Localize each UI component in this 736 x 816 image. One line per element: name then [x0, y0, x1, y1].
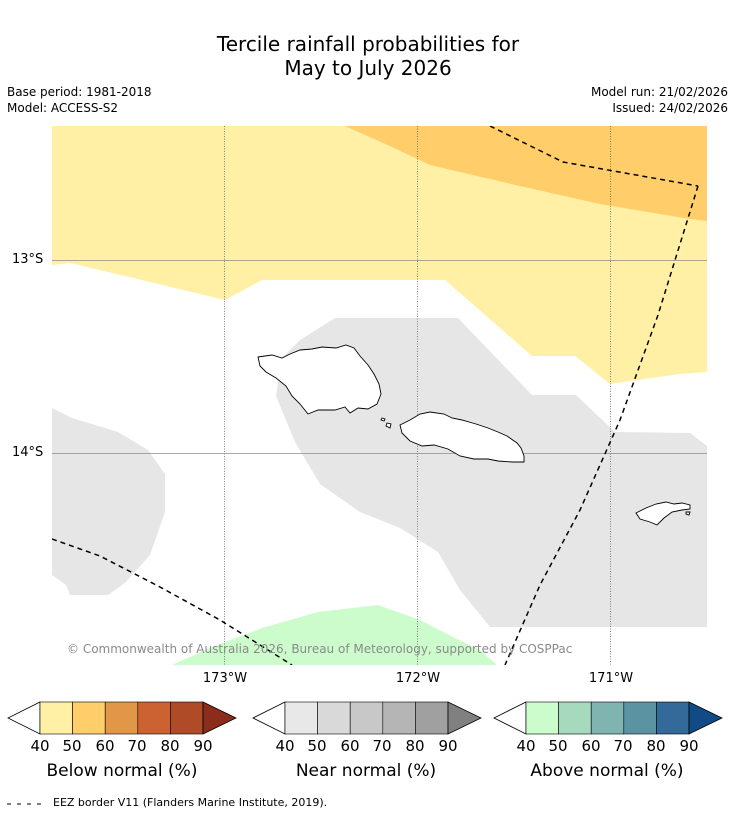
colorbar-below-swatch [104, 701, 139, 735]
title-line-1: Tercile rainfall probabilities for [216, 32, 520, 56]
islands [257, 344, 691, 526]
eez-border-east [504, 185, 699, 665]
colorbar-above [493, 701, 723, 735]
above-tick-80: 80 [646, 737, 666, 755]
eez-legend: EEZ border V11 (Flanders Marine Institut… [7, 796, 327, 809]
below-tick-40: 40 [30, 737, 50, 755]
near-tick-80: 80 [405, 737, 425, 755]
colorbar-near-swatch [415, 701, 449, 735]
colorbar-near-swatch [284, 701, 318, 735]
above-tick-90: 90 [679, 737, 699, 755]
apolima-island [380, 417, 386, 422]
copyright-notice: © Commonwealth of Australia 2026, Bureau… [67, 642, 573, 656]
upolu-island [399, 411, 525, 463]
near-tick-50: 50 [307, 737, 327, 755]
below-tick-70: 70 [127, 737, 147, 755]
eez-border-north [489, 126, 699, 187]
colorbar-near-swatch [349, 701, 384, 735]
near-tick-40: 40 [275, 737, 295, 755]
colorbar-below-swatch [39, 701, 73, 735]
colorbar-above-title: Above normal (%) [530, 761, 684, 781]
colorbar-below-low-extend [7, 701, 41, 735]
colorbar-above-swatch [558, 701, 592, 735]
meta-right: Model run: 21/02/2026 Issued: 24/02/2026 [591, 84, 728, 116]
above-tick-60: 60 [581, 737, 601, 755]
colorbar-below-swatch [137, 701, 171, 735]
lat-label-14s: 14°S [12, 445, 44, 460]
colorbar-near-swatch [317, 701, 351, 735]
colorbar-near-swatch [382, 701, 416, 735]
above-tick-50: 50 [548, 737, 568, 755]
manono-island [385, 422, 392, 429]
title-line-2: May to July 2026 [284, 56, 452, 80]
below-tick-80: 80 [160, 737, 180, 755]
colorbar-above-swatch [525, 701, 559, 735]
above-normal-40-50-region [172, 605, 497, 665]
colorbar-near [252, 701, 482, 735]
colorbar-below [7, 701, 237, 735]
colorbar-below-high-extend [202, 701, 237, 735]
eez-legend-text: EEZ border V11 (Flanders Marine Institut… [53, 796, 328, 809]
colorbar-near-low-extend [252, 701, 286, 735]
tutuila-island [635, 501, 691, 526]
lat-label-13s: 13°S [12, 252, 44, 267]
lon-label-172w: 172°W [395, 671, 441, 686]
near-tick-60: 60 [340, 737, 360, 755]
near-normal-40-50-region [276, 318, 707, 627]
above-tick-40: 40 [516, 737, 536, 755]
meta-left: Base period: 1981-2018 Model: ACCESS-S2 [7, 84, 152, 116]
parallels [52, 260, 707, 454]
above-tick-70: 70 [613, 737, 633, 755]
base-period: Base period: 1981-2018 [7, 85, 152, 99]
colorbar-near-title: Near normal (%) [295, 761, 437, 781]
colorbar-below-title: Below normal (%) [46, 761, 198, 781]
below-tick-50: 50 [62, 737, 82, 755]
near-tick-90: 90 [438, 737, 458, 755]
colorbar-above-swatch [590, 701, 625, 735]
colorbar-above-swatch [623, 701, 657, 735]
colorbar-below-swatch [170, 701, 204, 735]
savaii-island [257, 344, 382, 415]
below-tick-60: 60 [95, 737, 115, 755]
lon-label-173w: 173°W [202, 671, 248, 686]
below-normal-50-60-region [345, 126, 707, 221]
model-run: Model run: 21/02/2026 [590, 85, 728, 99]
colorbar-above-swatch [656, 701, 690, 735]
issued-date: Issued: 24/02/2026 [612, 101, 728, 115]
near-tick-70: 70 [372, 737, 392, 755]
eez-border-south-west [52, 538, 293, 665]
colorbar-above-low-extend [493, 701, 527, 735]
colorbar-near-high-extend [447, 701, 482, 735]
lon-label-171w: 171°W [588, 671, 634, 686]
colorbar-above-high-extend [688, 701, 723, 735]
colorbar-below-swatch [72, 701, 106, 735]
eez-borders [52, 126, 699, 665]
below-tick-90: 90 [193, 737, 213, 755]
model-name: Model: ACCESS-S2 [7, 101, 119, 115]
aunuu-island [685, 511, 691, 516]
